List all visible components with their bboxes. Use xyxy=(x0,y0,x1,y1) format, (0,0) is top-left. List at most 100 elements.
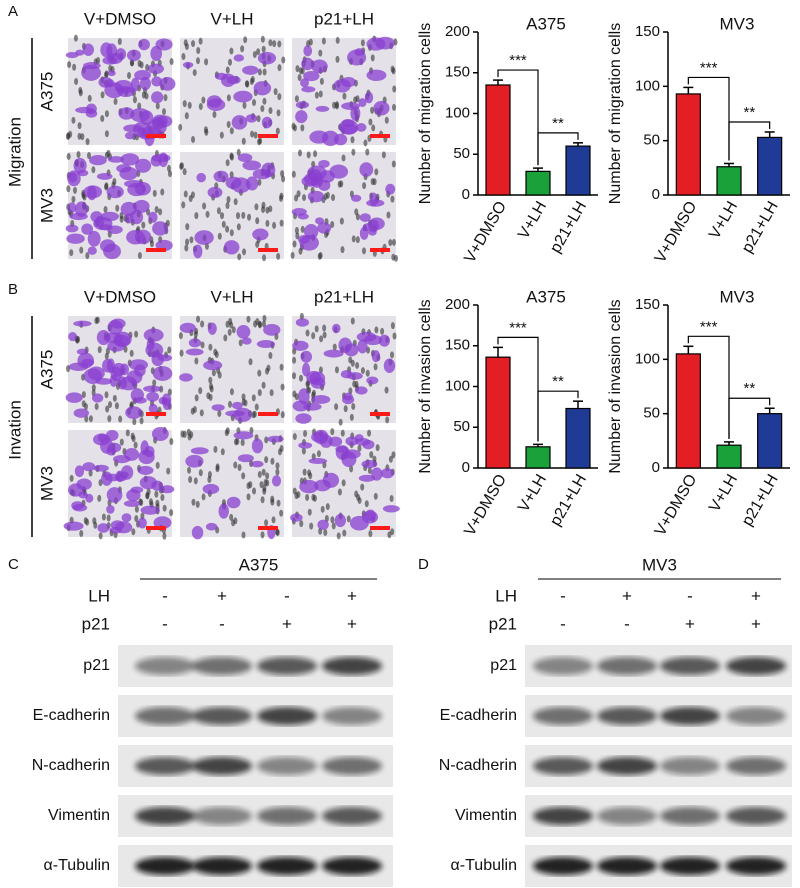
pore xyxy=(241,137,246,145)
pore xyxy=(231,519,236,527)
pore xyxy=(279,219,284,227)
cell xyxy=(375,36,395,50)
bar xyxy=(757,413,783,469)
pore xyxy=(241,398,246,406)
cell xyxy=(67,170,81,187)
pore xyxy=(137,252,142,260)
pore xyxy=(275,127,280,135)
x-tick-label: p21+LH xyxy=(547,199,590,256)
pore xyxy=(299,520,304,528)
cell xyxy=(295,101,310,109)
y-tick-label: 200 xyxy=(445,296,470,313)
pore xyxy=(279,363,284,371)
pore xyxy=(367,429,372,437)
band-label: N-cadherin xyxy=(32,757,110,774)
band-label: α-Tubulin xyxy=(44,857,110,874)
pore xyxy=(148,498,153,506)
blot-strip xyxy=(525,845,792,887)
pore xyxy=(240,439,245,447)
pore xyxy=(380,327,385,335)
pore xyxy=(244,80,249,88)
cell xyxy=(151,91,164,104)
pore xyxy=(229,153,234,161)
cell xyxy=(363,334,383,346)
pore xyxy=(74,78,79,86)
pore xyxy=(362,182,367,190)
pore xyxy=(260,496,265,504)
cell xyxy=(226,496,241,509)
cell xyxy=(358,98,367,108)
blot-band xyxy=(660,757,720,775)
pore xyxy=(322,324,327,332)
pore xyxy=(317,252,322,260)
cell xyxy=(118,107,135,120)
pore xyxy=(386,211,391,219)
cell xyxy=(185,348,204,356)
pore xyxy=(228,58,233,66)
scale-bar xyxy=(370,248,390,252)
cell xyxy=(147,63,164,74)
pore xyxy=(336,532,341,540)
row-label: MV3 xyxy=(37,466,56,501)
pore xyxy=(163,94,168,102)
pore xyxy=(237,464,242,472)
cell xyxy=(126,489,141,502)
cell xyxy=(139,476,157,490)
cell xyxy=(102,56,118,65)
blot-strip xyxy=(525,645,792,687)
bar xyxy=(485,84,511,196)
blot-band xyxy=(533,707,593,725)
pore xyxy=(360,367,365,375)
pore xyxy=(320,505,325,513)
cell xyxy=(263,323,281,336)
cell xyxy=(361,459,378,469)
pore xyxy=(219,131,224,139)
pore xyxy=(355,236,360,244)
blot-band xyxy=(322,707,382,725)
x-tick-label: V+DMSO xyxy=(461,472,510,539)
pore xyxy=(251,411,256,419)
bar xyxy=(675,353,701,469)
pore xyxy=(104,130,109,138)
cell xyxy=(231,177,251,193)
pore xyxy=(154,206,159,214)
cell xyxy=(295,318,309,327)
pore xyxy=(334,366,339,374)
pore xyxy=(364,500,369,508)
pore xyxy=(132,96,137,104)
pore xyxy=(166,467,171,475)
pore xyxy=(160,494,165,502)
pore xyxy=(106,514,111,522)
pore xyxy=(132,418,137,426)
pore xyxy=(306,151,311,159)
y-tick-label: 150 xyxy=(445,64,470,81)
cell xyxy=(342,395,355,405)
condition-sign: + xyxy=(751,586,761,605)
pore xyxy=(162,108,167,116)
pore xyxy=(321,37,326,45)
cell xyxy=(97,523,110,533)
pore xyxy=(187,466,192,474)
pore xyxy=(346,515,351,523)
pore xyxy=(144,92,149,100)
blot-band xyxy=(322,857,382,875)
significance-bracket xyxy=(687,335,730,439)
pore xyxy=(71,116,76,124)
scale-bar xyxy=(146,134,166,138)
y-tick-label: 100 xyxy=(445,104,470,121)
pore xyxy=(225,225,230,233)
pore xyxy=(276,252,281,260)
pore xyxy=(389,495,394,503)
cell xyxy=(74,465,85,478)
pore xyxy=(131,528,136,536)
cell xyxy=(303,402,322,411)
bar xyxy=(716,444,742,469)
pore xyxy=(182,100,187,108)
condition-sign: - xyxy=(624,614,630,633)
cell xyxy=(299,235,319,251)
pore xyxy=(370,178,375,186)
pore xyxy=(261,320,266,328)
pore xyxy=(298,67,303,75)
pore xyxy=(246,315,251,323)
pore xyxy=(277,64,282,72)
